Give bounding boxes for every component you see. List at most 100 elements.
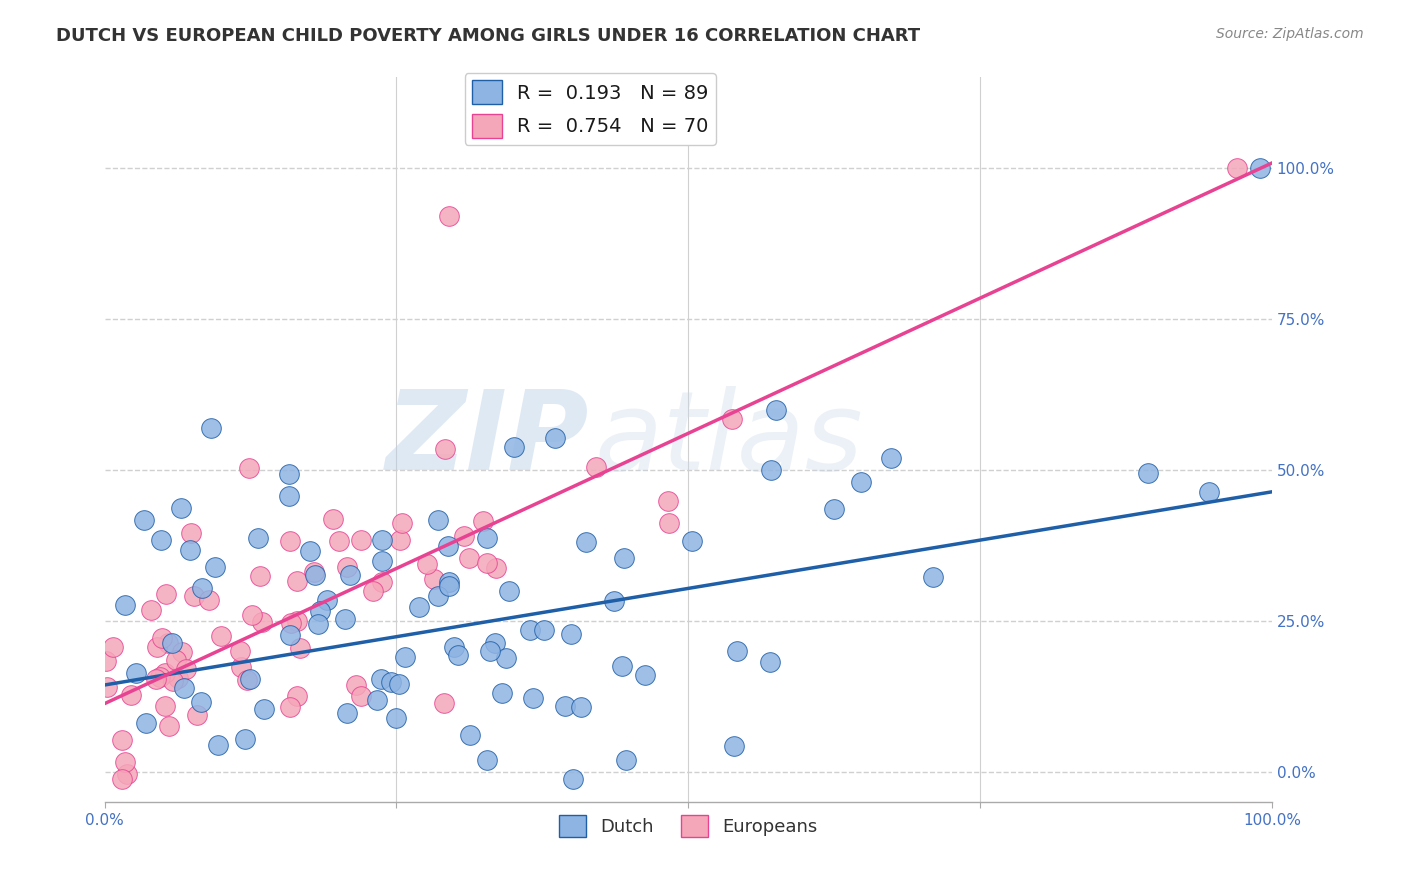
- Point: [209, 629, 232, 643]
- Point: [437, 574, 460, 589]
- Point: [361, 584, 384, 599]
- Point: [233, 731, 256, 746]
- Point: [299, 543, 322, 558]
- Point: [238, 460, 260, 475]
- Point: [114, 755, 136, 769]
- Point: [437, 539, 460, 553]
- Point: [479, 644, 502, 658]
- Point: [426, 513, 449, 527]
- Point: [328, 533, 350, 548]
- Point: [453, 529, 475, 543]
- Point: [658, 516, 681, 530]
- Point: [278, 628, 301, 642]
- Point: [657, 494, 679, 508]
- Point: [614, 753, 637, 767]
- Point: [190, 695, 212, 709]
- Point: [250, 615, 273, 630]
- Point: [165, 653, 187, 667]
- Point: [246, 531, 269, 545]
- Point: [94, 654, 117, 668]
- Point: [125, 665, 148, 680]
- Point: [309, 604, 332, 618]
- Point: [180, 525, 202, 540]
- Point: [371, 575, 394, 590]
- Point: [167, 671, 190, 685]
- Point: [675, 809, 697, 823]
- Point: [437, 210, 460, 224]
- Point: [371, 554, 394, 568]
- Point: [426, 589, 449, 603]
- Point: [603, 594, 626, 608]
- Point: [569, 699, 592, 714]
- Point: [132, 513, 155, 527]
- Point: [180, 871, 202, 886]
- Point: [156, 635, 179, 649]
- Point: [149, 670, 172, 684]
- Point: [249, 569, 271, 583]
- Point: [350, 533, 373, 547]
- Point: [316, 592, 339, 607]
- Point: [139, 602, 162, 616]
- Point: [439, 579, 461, 593]
- Point: [681, 533, 703, 548]
- Point: [304, 565, 326, 579]
- Point: [1226, 161, 1249, 175]
- Point: [304, 567, 326, 582]
- Point: [554, 699, 576, 714]
- Point: [153, 666, 176, 681]
- Point: [96, 680, 118, 694]
- Point: [416, 557, 439, 571]
- Point: [150, 533, 173, 548]
- Point: [761, 463, 783, 477]
- Point: [394, 649, 416, 664]
- Point: [384, 711, 406, 725]
- Point: [745, 832, 768, 847]
- Point: [103, 640, 125, 654]
- Point: [498, 583, 520, 598]
- Point: [366, 693, 388, 707]
- Point: [204, 560, 226, 574]
- Point: [278, 533, 301, 548]
- Point: [285, 689, 308, 703]
- Text: ZIP: ZIP: [385, 386, 589, 493]
- Point: [170, 501, 193, 516]
- Point: [229, 644, 252, 658]
- Point: [145, 672, 167, 686]
- Point: [115, 767, 138, 781]
- Point: [522, 691, 544, 706]
- Point: [229, 660, 252, 674]
- Point: [423, 572, 446, 586]
- Point: [721, 411, 744, 425]
- Point: [280, 615, 302, 630]
- Point: [575, 535, 598, 549]
- Point: [408, 599, 430, 614]
- Point: [484, 636, 506, 650]
- Point: [139, 839, 162, 854]
- Point: [162, 673, 184, 688]
- Text: Source: ZipAtlas.com: Source: ZipAtlas.com: [1216, 27, 1364, 41]
- Point: [433, 442, 456, 456]
- Point: [612, 659, 634, 673]
- Point: [186, 708, 208, 723]
- Point: [179, 542, 201, 557]
- Point: [173, 681, 195, 695]
- Point: [285, 615, 308, 629]
- Point: [491, 686, 513, 700]
- Point: [485, 561, 508, 575]
- Point: [922, 570, 945, 584]
- Point: [433, 696, 456, 710]
- Point: [277, 467, 299, 482]
- Point: [174, 662, 197, 676]
- Point: [322, 511, 344, 525]
- Point: [336, 560, 359, 574]
- Point: [157, 719, 180, 733]
- Point: [447, 648, 470, 663]
- Point: [114, 598, 136, 612]
- Point: [879, 450, 901, 465]
- Point: [201, 819, 224, 833]
- Point: [1136, 466, 1159, 480]
- Point: [759, 655, 782, 669]
- Point: [344, 677, 367, 691]
- Point: [477, 753, 499, 767]
- Point: [239, 877, 262, 891]
